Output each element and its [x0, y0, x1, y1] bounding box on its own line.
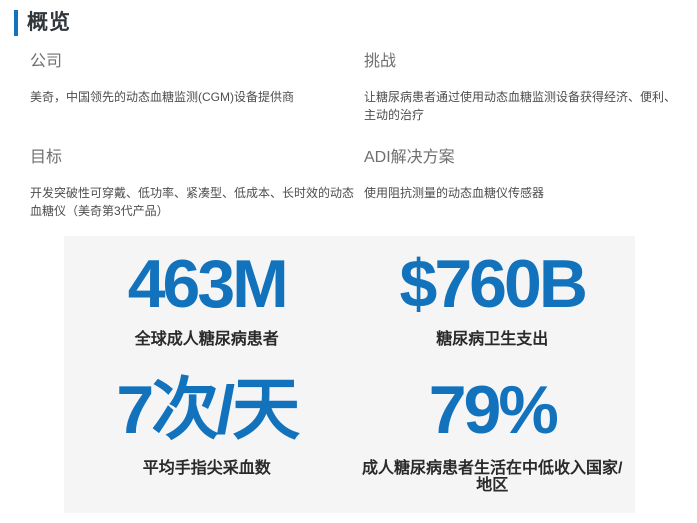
- stat-finger-pricks: 7次/天 平均手指尖采血数: [64, 368, 350, 513]
- overview-title: 概览: [27, 11, 71, 34]
- section-challenge: 挑战 让糖尿病患者通过使用动态血糖监测设备获得经济、便利、主动的治疗: [364, 36, 693, 124]
- section-adi-solution-label: ADI解决方案: [364, 149, 455, 166]
- stat-finger-pricks-caption: 平均手指尖采血数: [142, 460, 271, 477]
- stat-low-income-share-caption: 成人糖尿病患者生活在中低收入国家/地区: [362, 460, 623, 494]
- section-adi-solution: ADI解决方案 使用阻抗测量的动态血糖仪传感器: [364, 124, 693, 220]
- stat-health-expenditure-caption: 糖尿病卫生支出: [436, 331, 549, 348]
- stat-health-expenditure: $760B 糖尿病卫生支出: [350, 236, 636, 368]
- section-company-label: 公司: [30, 53, 63, 70]
- stat-diabetic-adults-caption: 全球成人糖尿病患者: [134, 331, 279, 348]
- section-goal-label: 目标: [30, 149, 63, 166]
- stat-low-income-share: 79% 成人糖尿病患者生活在中低收入国家/地区: [350, 368, 636, 513]
- stat-finger-pricks-value: 7次/天: [116, 372, 300, 448]
- section-company-body: 美奇，中国领先的动态血糖监测(CGM)设备提供商: [30, 90, 294, 104]
- stat-health-expenditure-value: $760B: [399, 246, 588, 322]
- section-adi-solution-body: 使用阻抗测量的动态血糖仪传感器: [364, 186, 545, 200]
- overview-grid: 公司 美奇，中国领先的动态血糖监测(CGM)设备提供商 挑战 让糖尿病患者通过使…: [14, 36, 697, 220]
- overview-section: 概览 公司 美奇，中国领先的动态血糖监测(CGM)设备提供商 挑战 让糖尿病患者…: [0, 0, 697, 220]
- accent-bar: [14, 10, 18, 36]
- stats-panel: 463M 全球成人糖尿病患者 $760B 糖尿病卫生支出 7次/天 平均手指尖采…: [64, 236, 635, 513]
- stat-diabetic-adults-value: 463M: [127, 246, 289, 322]
- section-goal: 目标 开发突破性可穿戴、低功率、紧凑型、低成本、长时效的动态血糖仪（美奇第3代产…: [30, 124, 364, 220]
- section-company: 公司 美奇，中国领先的动态血糖监测(CGM)设备提供商: [30, 36, 364, 124]
- section-challenge-label: 挑战: [364, 53, 397, 70]
- section-challenge-body: 让糖尿病患者通过使用动态血糖监测设备获得经济、便利、主动的治疗: [364, 90, 677, 122]
- stat-low-income-share-value: 79%: [428, 372, 559, 448]
- section-goal-body: 开发突破性可穿戴、低功率、紧凑型、低成本、长时效的动态血糖仪（美奇第3代产品）: [30, 186, 355, 218]
- stat-diabetic-adults: 463M 全球成人糖尿病患者: [64, 236, 350, 368]
- overview-header: 概览: [14, 10, 697, 36]
